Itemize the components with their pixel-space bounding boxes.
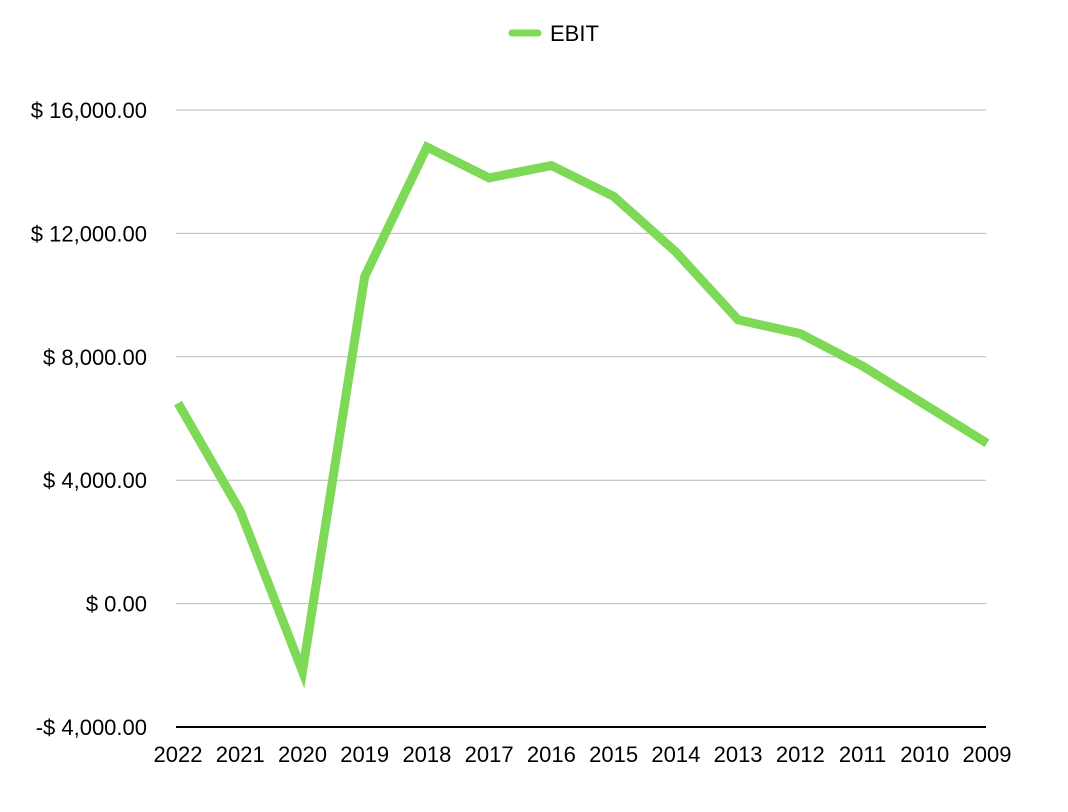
y-tick-label: $ 0.00 bbox=[86, 592, 147, 617]
y-axis-labels: -$ 4,000.00 $ 0.00 $ 4,000.00 $ 8,000.00 $ 1… bbox=[31, 98, 147, 740]
y-tick-label: $ 12,000.00 bbox=[31, 221, 147, 246]
x-tick-label: 2016 bbox=[527, 742, 576, 767]
x-tick-label: 2018 bbox=[402, 742, 451, 767]
x-tick-label: 2022 bbox=[154, 742, 203, 767]
y-tick-label: $ 16,000.00 bbox=[31, 98, 147, 123]
y-tick-label: $ 8,000.00 bbox=[43, 345, 147, 370]
x-axis-labels: 2022 2021 2020 2019 2018 2017 2016 2015 2014 2013… bbox=[154, 742, 1012, 767]
x-tick-label: 2020 bbox=[278, 742, 327, 767]
y-tick-label: $ 4,000.00 bbox=[43, 468, 147, 493]
x-tick-label: 2015 bbox=[589, 742, 638, 767]
x-tick-label: 2012 bbox=[776, 742, 825, 767]
series-line-ebit bbox=[174, 140, 990, 689]
y-tick-label: -$ 4,000.00 bbox=[36, 715, 147, 740]
x-tick-label: 2014 bbox=[651, 742, 700, 767]
gridlines bbox=[176, 109, 986, 728]
x-tick-label: 2017 bbox=[465, 742, 514, 767]
x-tick-label: 2010 bbox=[900, 742, 949, 767]
x-tick-label: 2019 bbox=[340, 742, 389, 767]
series-layer bbox=[174, 140, 990, 689]
x-tick-label: 2021 bbox=[216, 742, 265, 767]
legend: EBIT bbox=[508, 21, 599, 46]
x-tick-label: 2013 bbox=[714, 742, 763, 767]
x-tick-label: 2011 bbox=[839, 742, 886, 767]
legend-label-ebit: EBIT bbox=[550, 21, 599, 46]
x-tick-label: 2009 bbox=[963, 742, 1012, 767]
